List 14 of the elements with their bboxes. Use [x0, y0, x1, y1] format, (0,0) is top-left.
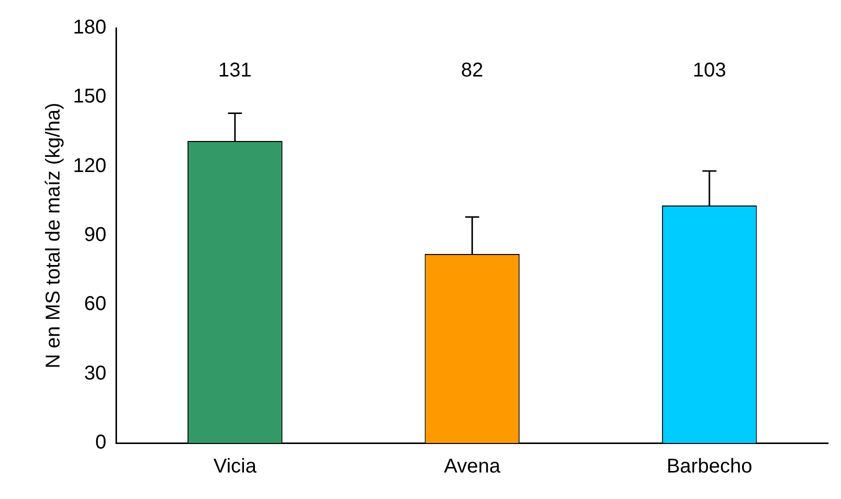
y-tick-label: 90 — [84, 224, 106, 246]
x-tick-label: Barbecho — [666, 456, 752, 478]
y-tick-label: 180 — [72, 16, 106, 39]
annotation: 82 — [461, 60, 484, 82]
y-tick-label: 60 — [84, 293, 106, 316]
y-tick-label: 150 — [72, 86, 106, 108]
annotation: 131 — [218, 60, 252, 82]
x-tick-label: Vicia — [213, 456, 258, 478]
y-axis-title: N en MS total de maíz (kg/ha) — [42, 102, 65, 368]
y-tick-label: 0 — [95, 432, 106, 454]
annotation: 103 — [692, 60, 726, 82]
x-tick-label: Avena — [444, 456, 502, 478]
y-tick-label: 120 — [72, 154, 106, 177]
y-tick-label: 30 — [84, 362, 106, 384]
